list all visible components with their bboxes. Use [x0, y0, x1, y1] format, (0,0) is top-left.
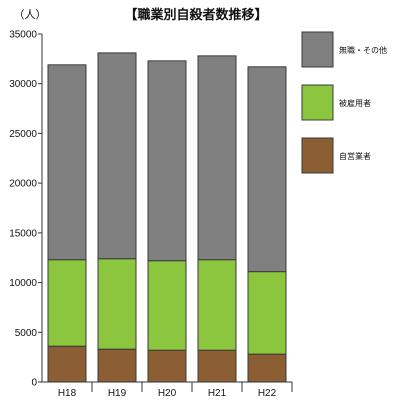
bar-segment-1	[97, 348, 137, 383]
legend-swatch	[301, 84, 334, 121]
bar-segment-1	[247, 353, 287, 383]
bar-segment-2	[47, 259, 87, 347]
x-tick-label: H22	[258, 388, 277, 399]
bar-segment-3	[247, 66, 287, 273]
y-tick-label: 10000	[9, 278, 37, 289]
bar-segment-1	[147, 349, 187, 383]
bar-segment-1	[197, 349, 237, 383]
x-tick-label: H20	[158, 388, 177, 399]
x-axis: H18 H19 H20 H21 H22	[42, 381, 293, 399]
bar-segment-1	[47, 345, 87, 383]
bar-stack-H22	[247, 66, 287, 383]
y-tick-label: 30000	[9, 79, 37, 90]
bar-stack-H20	[147, 60, 187, 383]
legend-item: 無職・その他	[301, 31, 387, 68]
bars-group	[47, 52, 287, 383]
y-axis: 0 5000 10000 15000 20000 25000 30000 35000	[9, 30, 43, 389]
legend-label: 自営業者	[339, 151, 371, 161]
y-tick-label: 0	[31, 378, 37, 389]
legend-label: 無職・その他	[339, 45, 387, 55]
bar-stack-H19	[97, 52, 137, 383]
bar-stack-H18	[47, 64, 87, 383]
legend-item: 被雇用者	[301, 84, 371, 121]
bar-segment-2	[147, 260, 187, 351]
legend-item: 自営業者	[301, 137, 371, 174]
bar-segment-2	[97, 258, 137, 350]
legend-swatch	[301, 137, 334, 174]
legend-swatch	[301, 31, 334, 68]
x-tick-label: H19	[108, 388, 127, 399]
bar-segment-2	[247, 271, 287, 355]
x-tick-label: H18	[58, 388, 77, 399]
bar-segment-3	[47, 64, 87, 261]
bar-segment-3	[147, 60, 187, 262]
y-tick-label: 15000	[9, 228, 37, 239]
y-tick-label: 25000	[9, 129, 37, 140]
bar-segment-3	[197, 55, 237, 261]
chart-title: 【職業別自殺者数推移】	[124, 7, 267, 23]
y-tick-label: 35000	[9, 30, 37, 41]
bar-segment-3	[97, 52, 137, 260]
x-tick-label: H21	[208, 388, 227, 399]
bar-segment-2	[197, 259, 237, 351]
bar-stack-H21	[197, 55, 237, 383]
y-tick-label: 20000	[9, 179, 37, 190]
y-axis-unit-label: （人）	[14, 8, 47, 21]
legend-label: 被雇用者	[339, 98, 371, 108]
y-tick-label: 5000	[15, 328, 38, 339]
